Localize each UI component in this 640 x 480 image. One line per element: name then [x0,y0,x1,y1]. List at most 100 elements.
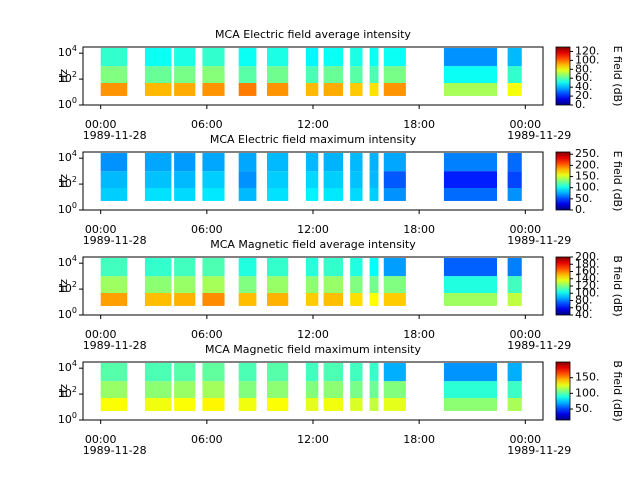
y-tick-label: 104 [58,254,77,270]
heatmap-cell [267,363,289,382]
heatmap-cell [443,381,497,398]
colorbar [555,361,571,421]
heatmap-cell [100,276,128,293]
colorbar-tick-label: 50. [575,402,593,415]
heatmap-cell [238,363,257,382]
heatmap-cell [383,397,406,411]
colorbar-tick-label: 100. [575,53,600,66]
heatmap-cell [443,153,497,172]
heatmap-cell [350,397,363,411]
heatmap-cell [369,82,379,96]
heatmap-cell [350,66,363,83]
heatmap-cell [238,48,257,67]
heatmap-cell [174,66,196,83]
heatmap-cell [350,292,363,306]
heatmap-cell [443,276,497,293]
y-tick-label: 100 [58,306,77,322]
heatmap-cell [369,292,379,306]
heatmap-cell [174,292,196,306]
heatmap-cell [383,258,406,277]
heatmap-cell [100,48,128,67]
colorbar-tick-label: 150. [575,170,600,183]
colorbar-tick-label: 200. [575,250,600,263]
heatmap-cell [174,48,196,67]
heatmap-cell [202,171,225,188]
heatmap-cell [202,48,225,67]
heatmap-cell [174,381,196,398]
y-tick-label: 104 [58,149,77,165]
heatmap-cell [305,363,319,382]
heatmap-cell [383,66,406,83]
colorbar-tick-label: 120. [575,44,600,57]
x-tick-label: 00:00 [85,118,117,131]
heatmap-cell [305,381,319,398]
heatmap-cell [305,292,319,306]
heatmap-cell [369,48,379,67]
colorbar-label: B field (dB) [611,255,624,316]
heatmap-cell [202,292,225,306]
heatmap-cell [267,381,289,398]
heatmap-cell [443,82,497,96]
heatmap-cell [144,153,172,172]
heatmap-cell [305,82,319,96]
heatmap-cell [267,82,289,96]
x-date-label: 1989-11-28 [83,444,147,457]
heatmap-cell [174,276,196,293]
heatmap-cell [323,292,344,306]
heatmap-cell [174,82,196,96]
y-axis-label: Hz [57,384,70,398]
x-tick-label: 06:00 [191,223,223,236]
heatmap-cell [238,82,257,96]
x-tick-label: 00:00 [85,433,117,446]
heatmap-cell [238,276,257,293]
heatmap-cell [369,363,379,382]
heatmap-cell [202,82,225,96]
x-date-label: 1989-11-29 [507,339,571,352]
heatmap-cell [305,187,319,201]
heatmap-cell [144,82,172,96]
colorbar-label: B field (dB) [611,360,624,421]
heatmap-cell [144,66,172,83]
heatmap-cell [267,276,289,293]
heatmap-cell [383,276,406,293]
colorbar-tick-label: 80. [575,294,593,307]
heatmap-cell [305,397,319,411]
heatmap-cell [144,48,172,67]
heatmap-cell [350,258,363,277]
colorbar-tick-label: 180. [575,257,600,270]
heatmap-cell [443,397,497,411]
heatmap-cell [323,276,344,293]
heatmap-cell [369,397,379,411]
x-tick-label: 18:00 [403,118,435,131]
heatmap-cell [238,171,257,188]
heatmap-cell [350,153,363,172]
heatmap-cell [507,66,522,83]
heatmap-cell [383,82,406,96]
colorbar-tick-label: 120. [575,279,600,292]
y-tick-label: 100 [58,201,77,217]
heatmap-cell [350,82,363,96]
heatmap-cell [144,292,172,306]
heatmap-cell [238,187,257,201]
heatmap-cell [202,153,225,172]
heatmap-cell [238,66,257,83]
heatmap-cell [350,276,363,293]
x-tick-label: 12:00 [297,118,329,131]
heatmap-cell [350,381,363,398]
colorbar-tick-label: 160. [575,265,600,278]
heatmap-cell [267,187,289,201]
heatmap-cell [100,258,128,277]
colorbar-tick-label: 60. [575,71,593,84]
colorbar-tick-label: 20. [575,89,593,102]
heatmap-cell [238,153,257,172]
heatmap-cell [100,397,128,411]
heatmap-cell [323,397,344,411]
colorbar-tick-label: 0. [575,98,586,111]
x-tick-label: 18:00 [403,328,435,341]
heatmap-cell [369,258,379,277]
heatmap-cell [305,171,319,188]
heatmap-cell [144,397,172,411]
heatmap-cell [369,153,379,172]
y-tick-label: 102 [58,280,77,296]
heatmap-cell [267,66,289,83]
